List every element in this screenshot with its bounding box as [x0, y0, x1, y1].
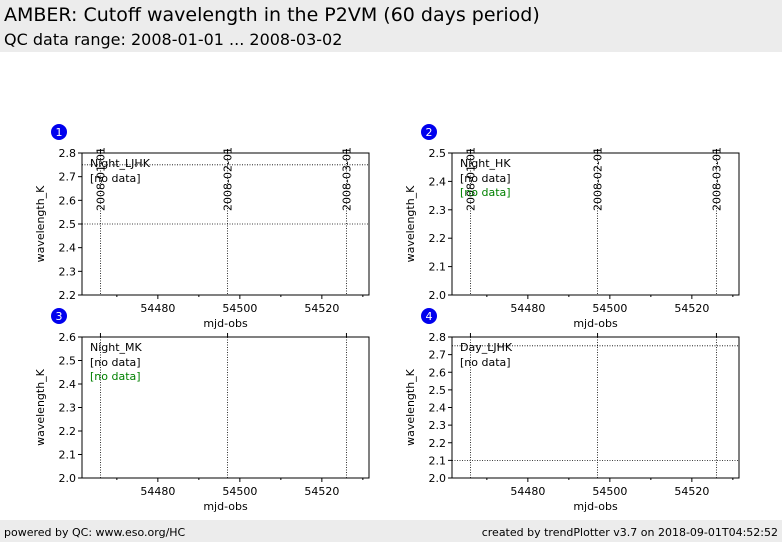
y-tick-label: 2.4 [429, 402, 447, 415]
y-tick-label: 2.2 [59, 289, 77, 302]
date-label: 2008-03-01 [340, 147, 353, 211]
y-tick-label: 2.5 [429, 147, 447, 160]
plot-panel-4: 54480 54500 54520 2.0 2.1 2.2 2.3 2.4 2.5 2.6 2.7 2… [404, 308, 740, 513]
y-tick-label: 2.3 [59, 402, 77, 415]
x-tick-label: 54520 [304, 302, 339, 315]
footer-generator: created by trendPlotter v3.7 on 2018-09-… [481, 526, 778, 539]
y-tick-label: 2.4 [59, 242, 77, 255]
x-tick-label: 54500 [592, 302, 627, 315]
panel-badge [421, 124, 437, 140]
y-axis-label: wavelength_K [34, 185, 47, 263]
no-data-note: [no data] [90, 356, 141, 369]
date-label: 2008-01-01 [94, 147, 107, 211]
plot-panel-2: 2008-01-01 2008-02-01 2008-03-01 54480 54500… [404, 124, 740, 330]
y-tick-label: 2.0 [59, 472, 77, 485]
series-legend: Day_LJHK [460, 341, 513, 354]
y-tick-label: 2.7 [429, 349, 447, 362]
x-axis-label: mjd-obs [573, 317, 618, 330]
y-tick-label: 2.1 [429, 454, 447, 467]
y-axis-label: wavelength_K [404, 368, 417, 446]
y-axis-label: wavelength_K [404, 185, 417, 263]
x-tick-label: 54480 [510, 485, 545, 498]
page-footer: powered by QC: www.eso.org/HC created by… [0, 520, 782, 542]
y-tick-label: 2.3 [429, 419, 447, 432]
y-tick-label: 2.5 [59, 355, 77, 368]
y-tick-label: 2.1 [59, 449, 77, 462]
y-tick-label: 2.2 [429, 437, 447, 450]
y-tick-label: 2.3 [59, 265, 77, 278]
x-tick-label: 54480 [510, 302, 545, 315]
x-tick-label: 54500 [222, 302, 257, 315]
panel-badge-label: 3 [56, 310, 63, 323]
footer-credit: powered by QC: www.eso.org/HC [4, 526, 186, 539]
series-legend: Night_MK [90, 341, 143, 354]
plot-panel-3: 54480 54500 54520 2.0 2.1 2.2 2.3 2.4 2.5 2.6 mjd-… [34, 308, 370, 513]
x-axis-label: mjd-obs [573, 500, 618, 513]
y-tick-label: 2.3 [429, 204, 447, 217]
y-tick-label: 2.7 [59, 171, 77, 184]
y-tick-label: 2.4 [59, 378, 77, 391]
series-legend: Night_LJHK [90, 157, 151, 170]
y-tick-label: 2.2 [429, 232, 447, 245]
x-tick-label: 54480 [140, 485, 175, 498]
y-axis-label: wavelength_K [34, 368, 47, 446]
x-tick-label: 54520 [674, 302, 709, 315]
x-tick-label: 54500 [592, 485, 627, 498]
date-label: 2008-03-01 [710, 147, 723, 211]
no-data-note: [no data] [90, 370, 141, 383]
y-tick-label: 2.6 [59, 331, 77, 344]
y-tick-label: 2.8 [59, 147, 77, 160]
y-tick-label: 2.5 [59, 218, 77, 231]
x-tick-label: 54520 [304, 485, 339, 498]
x-axis-label: mjd-obs [203, 500, 248, 513]
y-tick-label: 2.6 [429, 366, 447, 379]
date-label: 2008-01-01 [464, 147, 477, 211]
y-tick-label: 2.0 [429, 289, 447, 302]
panel-badge-label: 1 [56, 126, 63, 139]
panel-badge-label: 4 [426, 310, 433, 323]
panel-badge [51, 308, 67, 324]
plot-frame [451, 152, 740, 296]
no-data-note: [no data] [460, 172, 511, 185]
date-label: 2008-02-01 [592, 147, 605, 211]
series-legend: Night_HK [460, 157, 511, 170]
x-tick-label: 54480 [140, 302, 175, 315]
page-subtitle: QC data range: 2008-01-01 ... 2008-03-02 [4, 30, 343, 49]
x-axis-label: mjd-obs [203, 317, 248, 330]
no-data-note: [no data] [460, 356, 511, 369]
y-tick-label: 2.6 [59, 194, 77, 207]
y-tick-label: 2.8 [429, 331, 447, 344]
y-tick-label: 2.2 [59, 425, 77, 438]
no-data-note: [no data] [90, 172, 141, 185]
y-tick-label: 2.5 [429, 384, 447, 397]
y-tick-label: 2.0 [429, 472, 447, 485]
plot-panel-1: 2008-01-01 2008-02-01 2008-03-01 54480 54500… [34, 124, 370, 330]
y-tick-label: 2.1 [429, 261, 447, 274]
x-tick-label: 54520 [674, 485, 709, 498]
x-tick-label: 54500 [222, 485, 257, 498]
panel-badge [421, 308, 437, 324]
page-header: AMBER: Cutoff wavelength in the P2VM (60… [0, 0, 782, 52]
panel-badge-label: 2 [426, 126, 433, 139]
y-tick-label: 2.4 [429, 175, 447, 188]
panel-badge [51, 124, 67, 140]
no-data-note: [no data] [460, 186, 511, 199]
date-label: 2008-02-01 [222, 147, 235, 211]
page-title: AMBER: Cutoff wavelength in the P2VM (60… [4, 4, 540, 26]
